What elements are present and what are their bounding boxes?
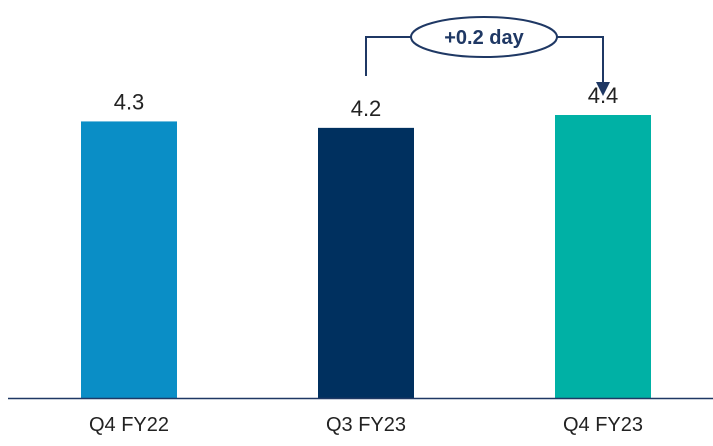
data-labels-layer: 4.34.24.4 bbox=[114, 83, 619, 121]
data-label: 4.2 bbox=[351, 96, 382, 121]
annotation-label: +0.2 day bbox=[444, 27, 524, 49]
x-tick-label: Q4 FY22 bbox=[89, 414, 169, 436]
bars-layer bbox=[81, 115, 651, 398]
x-tick-label: Q4 FY23 bbox=[563, 414, 643, 436]
arrowhead-icon bbox=[596, 82, 610, 96]
bar-q4-fy22 bbox=[81, 121, 177, 398]
data-label: 4.3 bbox=[114, 89, 145, 114]
bar-q4-fy23 bbox=[555, 115, 651, 398]
x-tick-label: Q3 FY23 bbox=[326, 414, 406, 436]
annotation-layer: +0.2 day bbox=[365, 16, 610, 96]
bar-q3-fy23 bbox=[318, 127, 414, 398]
annotation-ellipse bbox=[410, 16, 558, 58]
x-tick-labels-layer: Q4 FY22 Q3 FY23 Q4 FY23 bbox=[89, 414, 643, 436]
